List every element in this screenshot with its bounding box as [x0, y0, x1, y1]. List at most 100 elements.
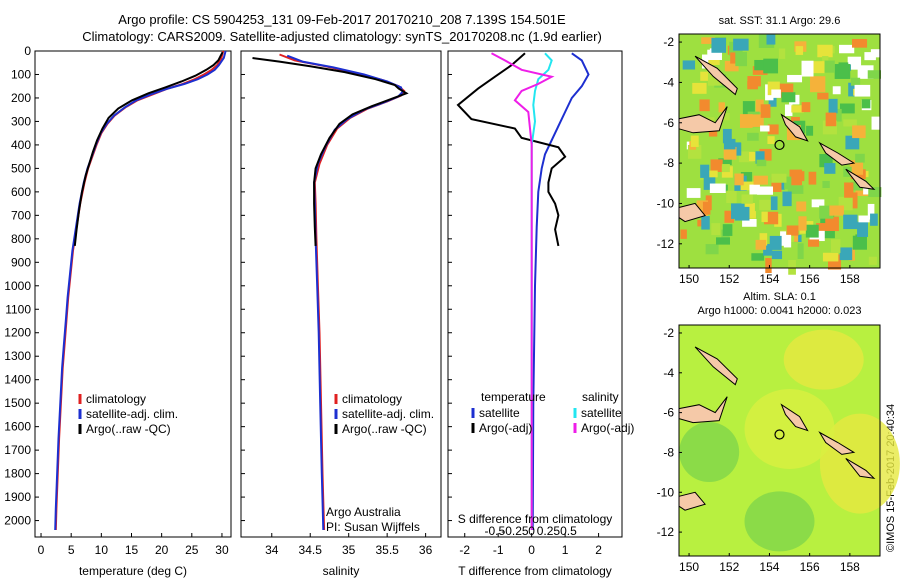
sst-cell [716, 237, 731, 245]
sst-cell [718, 102, 725, 113]
y-tick-label: 1100 [5, 302, 31, 316]
sst-cell [757, 186, 774, 195]
sst-cell [708, 55, 720, 65]
sst-cell [788, 259, 796, 275]
x-tick-label: 154 [759, 560, 779, 574]
sst-cell [705, 244, 719, 255]
sst-cell [749, 184, 760, 195]
legend-label: satellite-adj. clim. [342, 407, 434, 421]
y-tick-label: -4 [663, 75, 674, 89]
sst-cell [867, 70, 882, 79]
sst-cell [741, 194, 753, 204]
sst-cell [756, 159, 767, 167]
sst-cell [868, 187, 882, 198]
sst-cell [686, 188, 701, 198]
sst-cell [702, 201, 711, 215]
sst-cell [839, 44, 855, 54]
sst-cell [709, 48, 721, 59]
x-tick-label: 5 [68, 543, 75, 557]
sst-cell [680, 229, 687, 239]
legend-label: satellite [581, 406, 622, 420]
sst-cell [850, 181, 863, 191]
y-tick-label: 1900 [4, 490, 31, 504]
top-tick-label: -0.5 [485, 524, 506, 538]
sst-cell [733, 38, 749, 51]
map-frame [678, 33, 881, 269]
sst-cell [864, 52, 876, 61]
x-tick-label: 0 [528, 543, 535, 557]
sst-cell [784, 104, 793, 117]
y-tick-label: 1800 [4, 467, 31, 481]
sst-cell [709, 183, 726, 193]
sst-cell [852, 125, 866, 139]
sst-cell [711, 223, 721, 236]
sst-cell [700, 71, 712, 81]
sst-cell [755, 239, 767, 250]
sst-cell [759, 148, 772, 161]
sla-map: 150 152 154 156 158 -2 -4 -6 -8 -10 -12 Altim. SLA:… [657, 291, 900, 574]
sst-cell [795, 46, 804, 55]
sst-cell [787, 185, 804, 194]
sst-cell [868, 256, 877, 265]
sst-cell [730, 52, 738, 64]
land-shape [780, 113, 809, 142]
top-tick-label: 0 [528, 524, 535, 538]
top-axis-label: S difference from climatology [458, 512, 613, 526]
x-tick-label: 15 [125, 543, 139, 557]
map-frame [678, 324, 881, 557]
sst-cell [726, 190, 737, 204]
series-line-2 [73, 51, 224, 247]
sst-cell [808, 171, 817, 185]
sst-cell [824, 60, 835, 73]
y-tick-label: -6 [663, 116, 674, 130]
sst-cell [747, 132, 759, 141]
sst-cell [817, 92, 829, 100]
sst-cell [778, 48, 786, 59]
sst-cell [870, 213, 878, 226]
x-axis-label: salinity [323, 564, 360, 578]
x-tick-label: 35.5 [375, 543, 399, 557]
sst-cell [711, 37, 727, 53]
x-tick-label: 35 [342, 543, 356, 557]
sst-cell [770, 196, 778, 211]
sst-cell [867, 203, 875, 220]
sst-map: 150 152 154 156 158 -2 -4 -6 -8 -10 -12 sat. SST: 3… [657, 15, 885, 286]
x-tick-label: 154 [759, 272, 779, 286]
sst-cell [763, 243, 773, 256]
series-line-1 [286, 54, 404, 531]
x-tick-label: -1 [493, 543, 504, 557]
y-tick-label: -6 [663, 406, 674, 420]
sla-blob [744, 388, 835, 469]
y-tick-label: -8 [663, 156, 674, 170]
y-tick-label: 200 [11, 91, 31, 105]
sst-cell [807, 239, 820, 247]
x-tick-label: 1 [562, 543, 569, 557]
sst-cell [782, 191, 792, 207]
sst-cell [721, 164, 730, 173]
sst-cell [749, 151, 756, 162]
land-shape [845, 457, 876, 480]
sst-cell [692, 82, 707, 94]
y-tick-label: 800 [11, 232, 31, 246]
y-tick-label: 1700 [4, 443, 31, 457]
y-tick-label: 1600 [4, 420, 31, 434]
map-title: Altim. SLA: 0.1 [743, 291, 816, 303]
top-tick-label: 0.5 [560, 524, 577, 538]
sst-cell [734, 206, 750, 221]
land-shape [818, 431, 856, 455]
sst-cell [701, 216, 710, 230]
sst-cell [722, 224, 733, 236]
y-tick-label: -8 [663, 445, 674, 459]
sst-cell [839, 247, 853, 261]
sst-cell [766, 34, 776, 45]
y-tick-label: -12 [657, 525, 675, 539]
series-line-2 [252, 57, 409, 246]
sst-cell [745, 203, 755, 219]
sst-cell [755, 151, 765, 164]
sst-cell [710, 159, 723, 172]
y-tick-label: 500 [11, 161, 31, 175]
x-tick-label: 34 [265, 543, 279, 557]
sst-cell [696, 200, 708, 217]
sst-cell [769, 235, 782, 250]
sst-cell [810, 76, 826, 93]
